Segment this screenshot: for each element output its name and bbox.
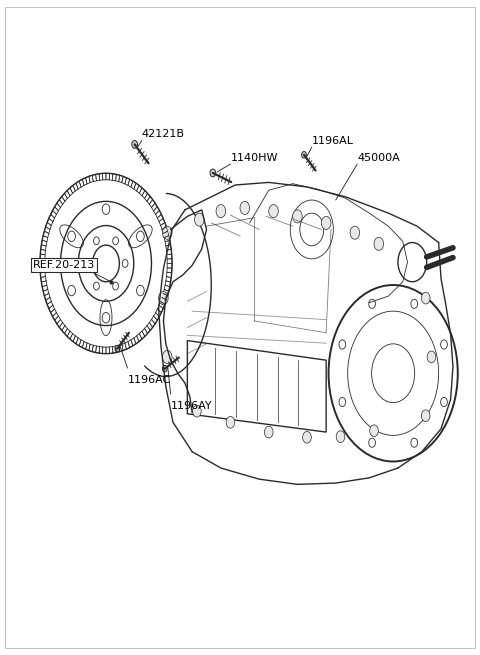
Text: 1196AL: 1196AL (312, 136, 354, 146)
Text: 1196AY: 1196AY (170, 401, 212, 411)
Circle shape (293, 210, 302, 223)
Circle shape (421, 410, 430, 422)
Circle shape (162, 365, 167, 372)
Circle shape (226, 417, 235, 428)
Circle shape (350, 226, 360, 239)
Circle shape (162, 226, 172, 239)
Circle shape (216, 204, 226, 217)
Circle shape (322, 216, 331, 229)
Circle shape (115, 345, 120, 352)
Circle shape (269, 204, 278, 217)
Circle shape (336, 431, 345, 443)
Text: REF.20-213: REF.20-213 (33, 261, 96, 271)
Circle shape (369, 438, 375, 447)
Text: 1140HW: 1140HW (230, 153, 278, 163)
Circle shape (240, 201, 250, 214)
Circle shape (132, 141, 138, 148)
Circle shape (427, 351, 436, 363)
Circle shape (303, 432, 312, 443)
Circle shape (192, 405, 201, 417)
Circle shape (194, 213, 204, 226)
Circle shape (210, 169, 216, 177)
Text: 42121B: 42121B (142, 129, 185, 140)
Circle shape (301, 151, 306, 158)
Circle shape (339, 340, 346, 349)
Circle shape (411, 438, 418, 447)
Circle shape (264, 426, 273, 438)
Circle shape (411, 299, 418, 309)
Circle shape (369, 299, 375, 309)
Text: 45000A: 45000A (357, 153, 400, 163)
Circle shape (339, 398, 346, 407)
Circle shape (441, 340, 447, 349)
Circle shape (421, 292, 430, 304)
Circle shape (374, 237, 384, 250)
Circle shape (162, 350, 172, 364)
Circle shape (370, 425, 378, 437)
Circle shape (158, 291, 168, 305)
Circle shape (441, 398, 447, 407)
Text: 1196AC: 1196AC (128, 375, 171, 384)
